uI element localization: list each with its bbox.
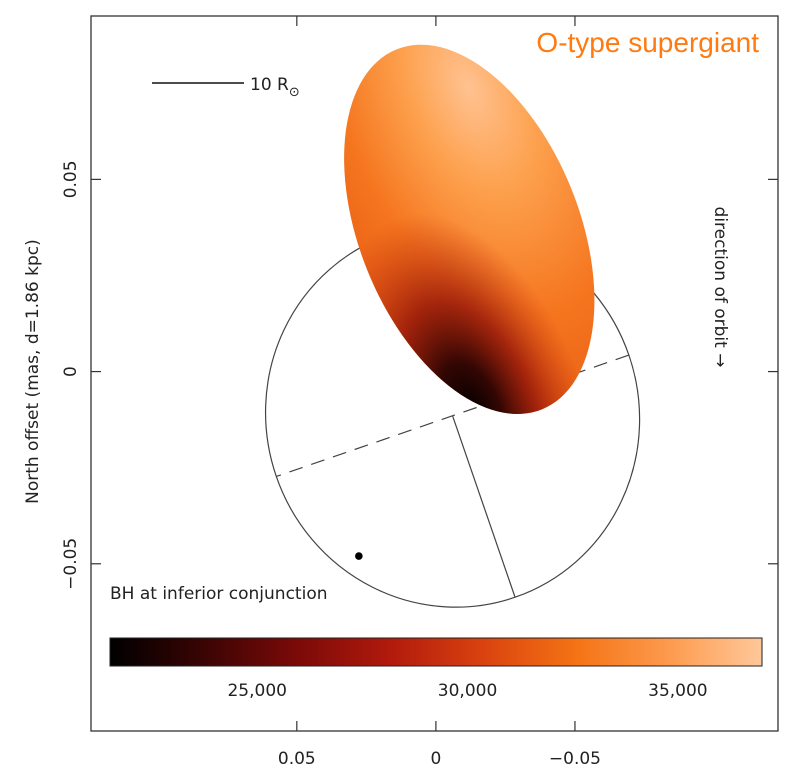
x-tick-label: 0.05	[278, 749, 316, 769]
orbit-nodes-line	[276, 354, 630, 478]
y-tick-label: 0.05	[61, 160, 81, 198]
orbit-periastron-line	[452, 415, 516, 598]
y-tick-label: 0	[61, 366, 81, 377]
colorbar-tick-label: 25,000	[227, 681, 286, 701]
star-group	[344, 44, 595, 414]
chart-title: O-type supergiant	[536, 27, 759, 58]
x-tick-label: 0	[430, 749, 441, 769]
scale-bar: 10 R⊙	[152, 75, 300, 100]
axis-tick-labels: 0.05 0 −0.05 0.05 0 −0.05	[61, 160, 601, 769]
x-tick-label: −0.05	[549, 749, 601, 769]
scale-bar-label: 10 R⊙	[250, 75, 300, 100]
bh-label: BH at inferior conjunction	[110, 584, 328, 604]
colorbar-tick-label: 30,000	[438, 681, 497, 701]
y-axis-label: North offset (mas, d=1.86 kpc)	[23, 239, 43, 504]
direction-of-orbit-label: direction of orbit →	[710, 207, 730, 368]
y-tick-label: −0.05	[61, 538, 81, 590]
colorbar-tick-label: 35,000	[648, 681, 707, 701]
colorbar-strip	[109, 637, 763, 667]
sun-symbol-icon: ⊙	[289, 85, 300, 100]
colorbar: 25,000 30,000 35,000	[109, 637, 763, 701]
plot-frame	[90, 15, 779, 732]
axis-ticks	[91, 16, 778, 731]
supergiant-cool-region	[344, 44, 595, 414]
bh-point	[355, 552, 363, 560]
